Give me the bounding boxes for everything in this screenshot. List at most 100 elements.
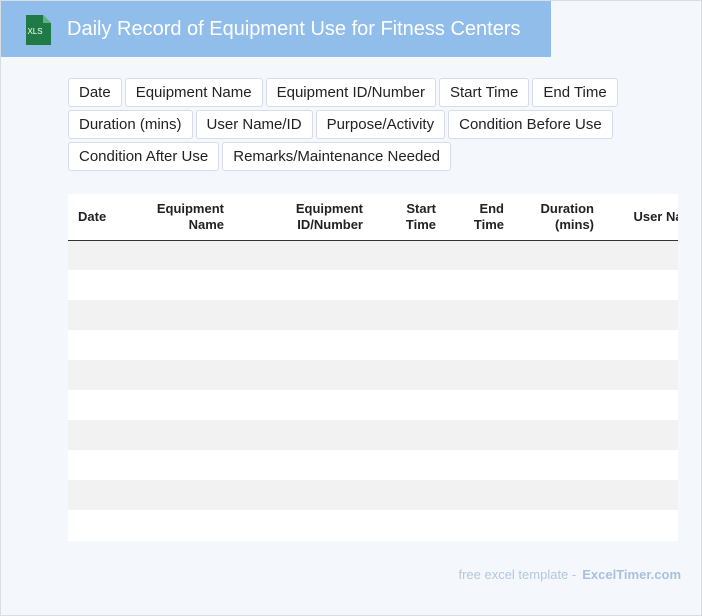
table-cell[interactable]: [604, 270, 678, 300]
table-cell[interactable]: [514, 510, 604, 540]
table-cell[interactable]: [138, 330, 234, 360]
table-cell[interactable]: [68, 330, 138, 360]
table-row: [68, 330, 678, 360]
table-row: [68, 450, 678, 480]
title-bar: XLS Daily Record of Equipment Use for Fi…: [1, 1, 551, 57]
table-cell[interactable]: [68, 300, 138, 330]
table-cell[interactable]: [68, 420, 138, 450]
field-chip-condition-after[interactable]: Condition After Use: [68, 142, 220, 171]
table-cell[interactable]: [446, 330, 514, 360]
table-header-row: Date Equipment Name Equipment ID/Number …: [68, 194, 678, 241]
table-cell[interactable]: [604, 300, 678, 330]
table-cell[interactable]: [373, 240, 446, 270]
footer-brand-link[interactable]: ExcelTimer.com: [582, 567, 681, 582]
table-cell[interactable]: [514, 270, 604, 300]
table-cell[interactable]: [234, 390, 373, 420]
table-cell[interactable]: [514, 300, 604, 330]
table-cell[interactable]: [604, 510, 678, 540]
table-cell[interactable]: [373, 510, 446, 540]
field-chip-equipment-id[interactable]: Equipment ID/Number: [265, 78, 436, 107]
column-header-date: Date: [68, 194, 138, 241]
table-cell[interactable]: [446, 510, 514, 540]
table-cell[interactable]: [234, 270, 373, 300]
table-cell[interactable]: [446, 240, 514, 270]
table-cell[interactable]: [373, 300, 446, 330]
footer-prefix: free excel template -: [458, 567, 577, 582]
table-cell[interactable]: [514, 420, 604, 450]
field-chip-user-name[interactable]: User Name/ID: [195, 110, 313, 139]
table-row: [68, 510, 678, 540]
xls-icon-label: XLS: [27, 27, 42, 36]
table-cell[interactable]: [446, 420, 514, 450]
table-cell[interactable]: [234, 300, 373, 330]
table-cell[interactable]: [68, 480, 138, 510]
field-chip-start-time[interactable]: Start Time: [439, 78, 530, 107]
field-chip-date[interactable]: Date: [68, 78, 122, 107]
field-chip-purpose[interactable]: Purpose/Activity: [315, 110, 446, 139]
table-cell[interactable]: [234, 480, 373, 510]
table-cell[interactable]: [446, 390, 514, 420]
table-cell[interactable]: [373, 270, 446, 300]
field-chip-equipment-name[interactable]: Equipment Name: [124, 78, 263, 107]
table-cell[interactable]: [514, 450, 604, 480]
table-cell[interactable]: [604, 360, 678, 390]
column-header-equipment-id: Equipment ID/Number: [234, 194, 373, 241]
table-cell[interactable]: [514, 390, 604, 420]
table-cell[interactable]: [138, 390, 234, 420]
table-cell[interactable]: [234, 510, 373, 540]
table-cell[interactable]: [234, 330, 373, 360]
table-cell[interactable]: [514, 240, 604, 270]
table-cell[interactable]: [138, 300, 234, 330]
table-cell[interactable]: [514, 480, 604, 510]
xls-file-icon: XLS: [26, 15, 51, 45]
table-cell[interactable]: [604, 240, 678, 270]
footer-credit: free excel template - ExcelTimer.com: [458, 567, 681, 582]
table-cell[interactable]: [234, 360, 373, 390]
table-cell[interactable]: [446, 480, 514, 510]
table-cell[interactable]: [514, 330, 604, 360]
column-header-duration: Duration (mins): [514, 194, 604, 241]
table-cell[interactable]: [68, 270, 138, 300]
record-table-container[interactable]: Date Equipment Name Equipment ID/Number …: [68, 194, 678, 541]
table-cell[interactable]: [373, 330, 446, 360]
table-cell[interactable]: [138, 240, 234, 270]
table-row: [68, 240, 678, 270]
table-cell[interactable]: [68, 390, 138, 420]
table-cell[interactable]: [138, 270, 234, 300]
table-cell[interactable]: [514, 360, 604, 390]
table-cell[interactable]: [373, 420, 446, 450]
table-row: [68, 300, 678, 330]
page-title: Daily Record of Equipment Use for Fitnes…: [67, 18, 521, 40]
table-row: [68, 390, 678, 420]
table-cell[interactable]: [604, 420, 678, 450]
table-cell[interactable]: [68, 360, 138, 390]
table-cell[interactable]: [604, 390, 678, 420]
table-cell[interactable]: [138, 450, 234, 480]
table-cell[interactable]: [604, 450, 678, 480]
table-cell[interactable]: [68, 240, 138, 270]
table-cell[interactable]: [234, 240, 373, 270]
table-cell[interactable]: [604, 480, 678, 510]
table-cell[interactable]: [373, 480, 446, 510]
field-chip-condition-before[interactable]: Condition Before Use: [448, 110, 613, 139]
table-cell[interactable]: [373, 450, 446, 480]
table-cell[interactable]: [138, 360, 234, 390]
table-cell[interactable]: [68, 450, 138, 480]
table-cell[interactable]: [373, 360, 446, 390]
table-cell[interactable]: [138, 480, 234, 510]
table-cell[interactable]: [138, 510, 234, 540]
table-cell[interactable]: [234, 450, 373, 480]
field-chip-end-time[interactable]: End Time: [532, 78, 618, 107]
table-cell[interactable]: [138, 420, 234, 450]
table-cell[interactable]: [446, 360, 514, 390]
table-cell[interactable]: [446, 270, 514, 300]
table-cell[interactable]: [234, 420, 373, 450]
table-cell[interactable]: [604, 330, 678, 360]
table-cell[interactable]: [373, 390, 446, 420]
column-header-equipment-name: Equipment Name: [138, 194, 234, 241]
table-cell[interactable]: [446, 450, 514, 480]
field-chip-duration[interactable]: Duration (mins): [68, 110, 193, 139]
table-cell[interactable]: [446, 300, 514, 330]
table-cell[interactable]: [68, 510, 138, 540]
field-chip-remarks[interactable]: Remarks/Maintenance Needed: [222, 142, 452, 171]
